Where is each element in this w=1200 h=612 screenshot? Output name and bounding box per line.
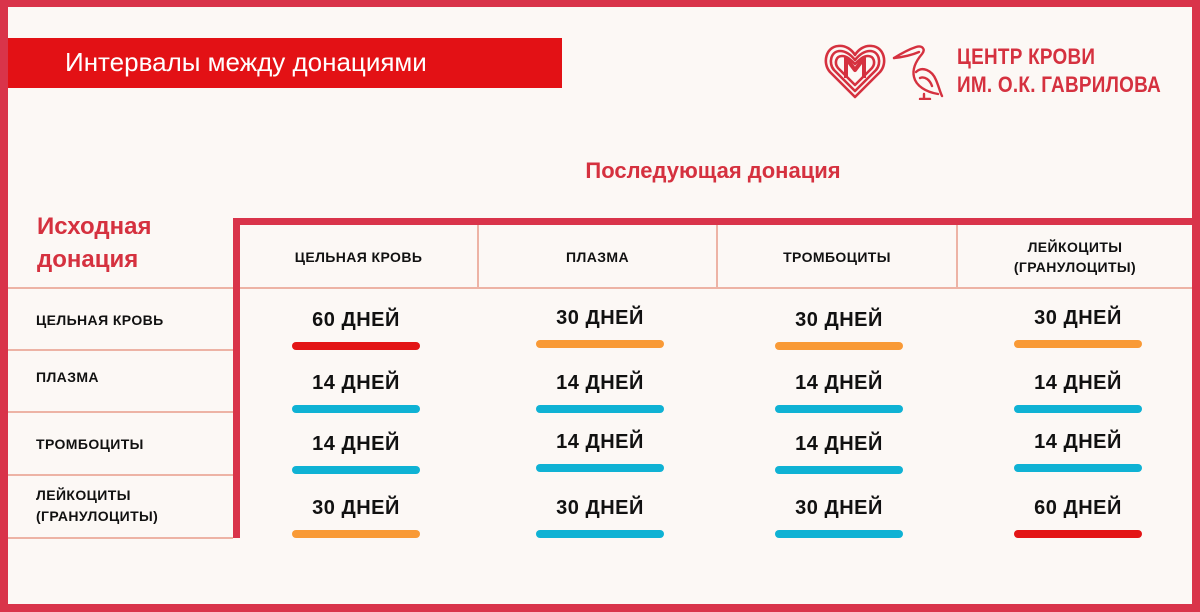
- column-header-text: ПЛАЗМА: [566, 248, 629, 265]
- header-divider: [716, 225, 718, 288]
- header-bottom-line: [240, 287, 1192, 289]
- logo: ЦЕНТР КРОВИ ИМ. О.К. ГАВРИЛОВА: [824, 40, 1169, 102]
- cell: 14 ДНЕЙ: [775, 370, 903, 413]
- interval-bar: [292, 405, 420, 413]
- cell: 30 ДНЕЙ: [775, 495, 903, 538]
- interval-bar: [536, 464, 664, 472]
- header-divider: [477, 225, 479, 288]
- cell: 14 ДНЕЙ: [775, 431, 903, 474]
- interval-bar: [775, 405, 903, 413]
- interval-bar: [292, 466, 420, 474]
- header-divider: [956, 225, 958, 288]
- column-header-text: ТРОМБОЦИТЫ: [783, 248, 891, 265]
- logo-line-2: ИМ. О.К. ГАВРИЛОВА: [957, 72, 1162, 97]
- cell: 30 ДНЕЙ: [1014, 305, 1142, 348]
- cell: 14 ДНЕЙ: [1014, 370, 1142, 413]
- cell: 14 ДНЕЙ: [1014, 429, 1142, 472]
- cell: 14 ДНЕЙ: [292, 431, 420, 474]
- title-banner: Интервалы между донациями: [8, 38, 562, 88]
- interval-bar: [292, 530, 420, 538]
- column-header-text-2: (ГРАНУЛОЦИТЫ): [1013, 258, 1137, 275]
- cell: 14 ДНЕЙ: [292, 370, 420, 413]
- row-line: [8, 349, 233, 351]
- interval-bar: [536, 340, 664, 348]
- cell: 30 ДНЕЙ: [775, 307, 903, 350]
- cell: 30 ДНЕЙ: [536, 305, 664, 348]
- pelican-icon: [892, 45, 944, 100]
- interval-bar: [1014, 464, 1142, 472]
- interval-bar: [775, 530, 903, 538]
- interval-bar: [536, 405, 664, 413]
- logo-line-1: ЦЕНТР КРОВИ: [957, 44, 1096, 69]
- row-group-label-line1: Исходная: [37, 213, 152, 240]
- interval-bar: [536, 530, 664, 538]
- column-header-whole-blood: ЦЕЛЬНАЯ КРОВЬ: [240, 225, 477, 288]
- row-label-platelets: ТРОМБОЦИТЫ: [36, 436, 144, 452]
- interval-bar: [1014, 340, 1142, 348]
- table-left-border: [233, 218, 240, 538]
- column-header-plasma: ПЛАЗМА: [479, 225, 716, 288]
- cell: 14 ДНЕЙ: [536, 429, 664, 472]
- interval-bar: [1014, 530, 1142, 538]
- column-header-text: ЛЕЙКОЦИТЫ: [1027, 238, 1123, 255]
- heart-m-icon: [824, 44, 886, 99]
- row-line: [8, 411, 233, 413]
- interval-bar: [775, 342, 903, 350]
- column-header-text: ЦЕЛЬНАЯ КРОВЬ: [294, 248, 423, 265]
- row-group-label-line2: донация: [37, 246, 139, 273]
- cell: 30 ДНЕЙ: [292, 495, 420, 538]
- row-line: [8, 537, 233, 539]
- interval-bar: [775, 466, 903, 474]
- column-group-label: Последующая донация: [585, 158, 841, 183]
- row-group-label: Исходная донация: [37, 210, 151, 276]
- row-line: [8, 287, 233, 289]
- row-label-whole-blood: ЦЕЛЬНАЯ КРОВЬ: [36, 312, 164, 328]
- cell: 60 ДНЕЙ: [1014, 495, 1142, 538]
- page-title: Интервалы между донациями: [65, 47, 427, 77]
- column-header-leukocytes: ЛЕЙКОЦИТЫ (ГРАНУЛОЦИТЫ): [958, 225, 1192, 288]
- interval-bar: [292, 342, 420, 350]
- interval-bar: [1014, 405, 1142, 413]
- row-label-leukocytes: ЛЕЙКОЦИТЫ (ГРАНУЛОЦИТЫ): [36, 487, 159, 524]
- row-line: [8, 474, 233, 476]
- cell: 14 ДНЕЙ: [536, 370, 664, 413]
- row-label-plasma: ПЛАЗМА: [36, 369, 99, 385]
- table-top-border: [233, 218, 1192, 225]
- column-header-platelets: ТРОМБОЦИТЫ: [718, 225, 956, 288]
- cell: 60 ДНЕЙ: [292, 307, 420, 350]
- cell: 30 ДНЕЙ: [536, 495, 664, 538]
